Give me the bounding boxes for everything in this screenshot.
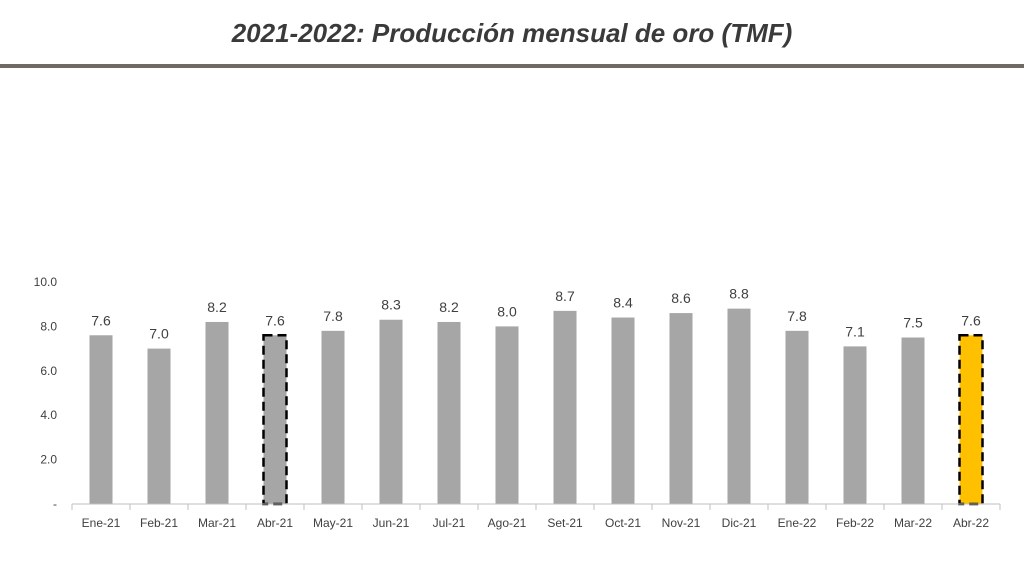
y-tick-label: 6.0 xyxy=(40,364,57,378)
data-label-mar-21: 8.2 xyxy=(207,299,227,315)
x-axis: Ene-21 Feb-21 Mar-21 Abr-21 May-21 Jun-21 Jul-… xyxy=(71,503,1001,530)
data-label-abr-22: 7.6 xyxy=(961,312,981,328)
data-label-may-21: 7.8 xyxy=(323,308,343,324)
bar-nov-21 xyxy=(669,313,693,504)
data-label-ene-21: 7.6 xyxy=(91,312,111,328)
bar-may-21 xyxy=(321,330,345,504)
data-label-feb-21: 7.0 xyxy=(149,326,169,342)
y-tick-label: - xyxy=(53,497,57,511)
x-tick-label: Nov-21 xyxy=(662,516,701,530)
y-tick-label: 4.0 xyxy=(40,408,57,422)
bar-ene-22 xyxy=(785,330,809,504)
x-tick-label: Mar-21 xyxy=(198,516,236,530)
data-label-ago-21: 8.0 xyxy=(497,303,517,319)
x-tick-label: Ene-21 xyxy=(82,516,121,530)
bar-abr-21 xyxy=(262,334,288,506)
data-label-mar-22: 7.5 xyxy=(903,315,923,331)
bar-mar-21 xyxy=(205,321,229,504)
data-label-ene-22: 7.8 xyxy=(787,308,807,324)
data-label-nov-21: 8.6 xyxy=(671,290,691,306)
bar-dic-21 xyxy=(727,308,751,504)
data-label-oct-21: 8.4 xyxy=(613,295,633,311)
x-tick-label: Feb-22 xyxy=(836,516,874,530)
x-tick-label: Abr-21 xyxy=(257,516,293,530)
data-label-abr-21: 7.6 xyxy=(265,312,285,328)
bar-feb-21 xyxy=(147,348,171,504)
x-tick-label: Dic-21 xyxy=(722,516,757,530)
x-tick-label: Jul-21 xyxy=(433,516,466,530)
x-tick-label: May-21 xyxy=(313,516,353,530)
x-tick-label: Mar-22 xyxy=(894,516,932,530)
data-label-dic-21: 8.8 xyxy=(729,286,749,302)
y-tick-label: 2.0 xyxy=(40,453,57,467)
bar-oct-21 xyxy=(611,317,635,504)
bar-feb-22 xyxy=(843,346,867,504)
data-label-jun-21: 8.3 xyxy=(381,297,401,313)
data-label-set-21: 8.7 xyxy=(555,288,575,304)
data-labels: 7.6 7.0 8.2 7.6 7.8 8.3 8.2 8.0 8.7 8.4 8.6 8.8 7.8 7… xyxy=(91,286,981,342)
x-tick-label: Ene-22 xyxy=(778,516,817,530)
x-tick-label: Jun-21 xyxy=(373,516,410,530)
bar-set-21 xyxy=(553,310,577,504)
x-tick-label: Oct-21 xyxy=(605,516,641,530)
bar-jun-21 xyxy=(379,319,403,504)
bar-abr-22 xyxy=(958,334,984,506)
bar-mar-22 xyxy=(901,337,925,504)
y-tick-label: 10.0 xyxy=(34,275,58,289)
y-axis: - 2.0 4.0 6.0 8.0 10.0 xyxy=(34,275,58,511)
x-tick-label: Feb-21 xyxy=(140,516,178,530)
chart-title: 2021-2022: Producción mensual de oro (TM… xyxy=(231,18,793,48)
y-tick-label: 8.0 xyxy=(40,319,57,333)
bar-ene-21 xyxy=(89,335,113,504)
x-tick-label: Ago-21 xyxy=(488,516,527,530)
data-label-jul-21: 8.2 xyxy=(439,299,459,315)
data-label-feb-22: 7.1 xyxy=(845,323,865,339)
x-tick-label: Abr-22 xyxy=(953,516,989,530)
header: 2021-2022: Producción mensual de oro (TM… xyxy=(0,0,1024,68)
bar-ago-21 xyxy=(495,326,519,504)
bar-series xyxy=(89,308,984,506)
title-divider xyxy=(0,64,1024,68)
bar-jul-21 xyxy=(437,321,461,504)
x-tick-label: Set-21 xyxy=(547,516,583,530)
